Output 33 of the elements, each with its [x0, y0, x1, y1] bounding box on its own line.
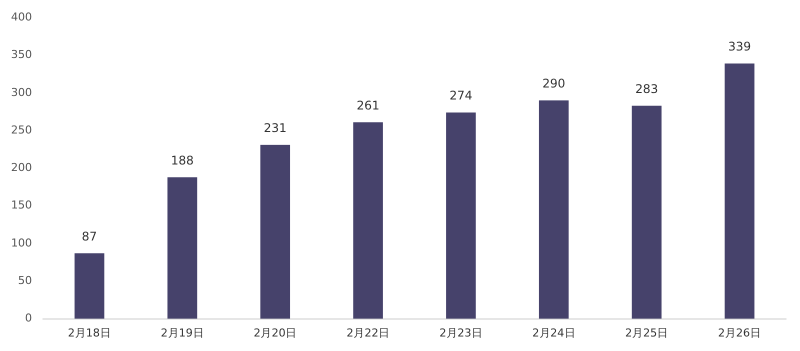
- y-tick-label: 400: [10, 10, 32, 24]
- y-tick-label: 150: [10, 198, 32, 212]
- x-tick-label: 2月20日: [254, 326, 297, 340]
- bar: [167, 177, 198, 319]
- x-tick-label: 2月19日: [160, 326, 204, 340]
- data-label: 231: [264, 120, 287, 135]
- bar: [446, 112, 476, 319]
- bar: [724, 64, 754, 319]
- bar: [74, 253, 104, 319]
- x-tick-label: 2月22日: [346, 326, 390, 340]
- data-label: 261: [356, 98, 380, 112]
- x-tick-label: 2月23日: [439, 326, 482, 340]
- y-tick-label: 50: [18, 274, 32, 288]
- y-tick-label: 300: [10, 86, 32, 99]
- y-tick-label: 200: [10, 161, 32, 174]
- bar: [632, 106, 662, 319]
- x-tick-label: 2月25日: [625, 326, 668, 340]
- y-tick-label: 250: [10, 123, 32, 136]
- data-label: 274: [449, 88, 472, 103]
- y-tick-label: 0: [24, 312, 32, 325]
- data-label: 283: [635, 82, 658, 96]
- x-tick-label: 2月26日: [718, 326, 762, 340]
- y-tick-label: 350: [10, 48, 32, 62]
- data-label: 339: [728, 40, 752, 54]
- bar: [538, 100, 569, 319]
- bar: [260, 144, 290, 319]
- x-tick-label: 2月18日: [68, 326, 111, 340]
- data-label: 87: [82, 229, 98, 244]
- y-tick-label: 100: [10, 236, 32, 250]
- data-label: 290: [542, 76, 566, 91]
- bar: [353, 122, 383, 319]
- x-tick-label: 2月24日: [532, 326, 576, 340]
- data-label: 188: [170, 153, 194, 168]
